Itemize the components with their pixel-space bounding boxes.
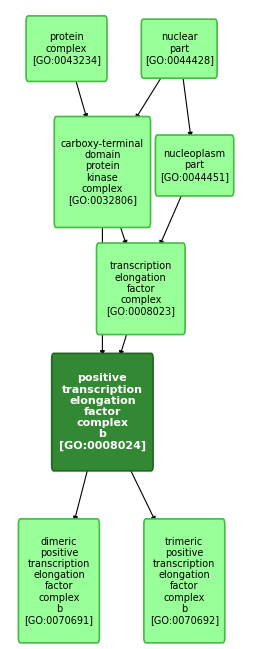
FancyBboxPatch shape (141, 19, 217, 78)
Text: dimeric
positive
transcription
elongation
factor
complex
b
[GO:0070691]: dimeric positive transcription elongatio… (24, 537, 93, 625)
Text: transcription
elongation
factor
complex
[GO:0008023]: transcription elongation factor complex … (106, 262, 175, 316)
FancyBboxPatch shape (155, 135, 234, 196)
FancyBboxPatch shape (54, 117, 151, 228)
FancyBboxPatch shape (26, 16, 107, 81)
FancyBboxPatch shape (52, 353, 153, 471)
Text: nucleoplasm
part
[GO:0044451]: nucleoplasm part [GO:0044451] (160, 149, 229, 182)
Text: nuclear
part
[GO:0044428]: nuclear part [GO:0044428] (145, 32, 214, 65)
Text: positive
transcription
elongation
factor
complex
b
[GO:0008024]: positive transcription elongation factor… (59, 373, 146, 451)
Text: trimeric
positive
transcription
elongation
factor
complex
b
[GO:0070692]: trimeric positive transcription elongati… (150, 537, 219, 625)
Text: protein
complex
[GO:0043234]: protein complex [GO:0043234] (32, 32, 101, 65)
FancyBboxPatch shape (18, 519, 99, 643)
Text: carboxy-terminal
domain
protein
kinase
complex
[GO:0032806]: carboxy-terminal domain protein kinase c… (61, 139, 144, 205)
FancyBboxPatch shape (144, 519, 225, 643)
FancyBboxPatch shape (97, 243, 185, 334)
